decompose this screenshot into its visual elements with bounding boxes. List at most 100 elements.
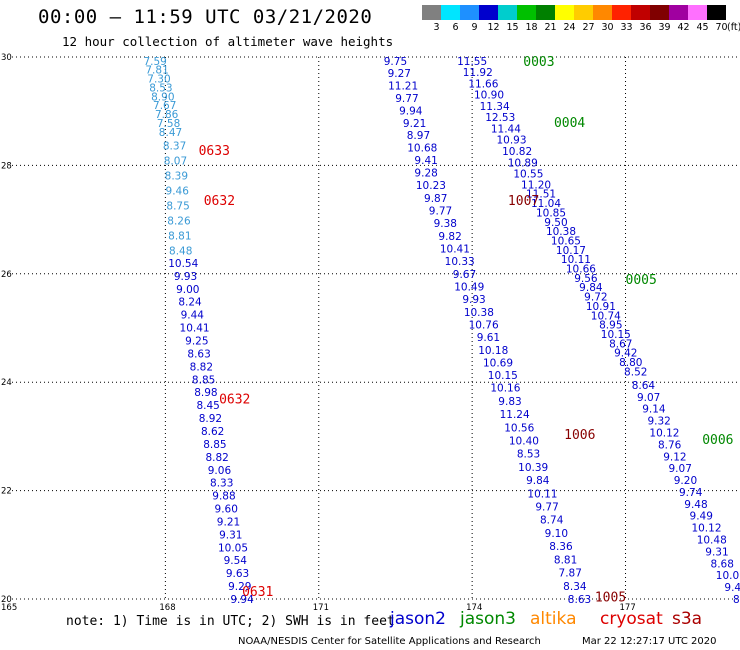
wave-height-value: 9.49 [690, 511, 713, 523]
wave-height-value: 9.82 [438, 231, 461, 243]
y-tick-label: 28 [1, 161, 12, 171]
wave-height-value: 10.16 [490, 383, 520, 395]
wave-height-value: 8.81 [168, 230, 191, 242]
wave-height-value: 10.38 [546, 226, 576, 238]
wave-height-value: 7.81 [145, 65, 168, 77]
wave-height-value: 9.77 [429, 205, 452, 217]
wave-height-value: 10.33 [445, 256, 475, 268]
wave-height-value: 10.41 [440, 243, 470, 255]
wave-height-value: 11.20 [521, 179, 551, 191]
wave-height-value: 9.31 [219, 529, 242, 541]
scale-label: 42 [677, 22, 690, 33]
wave-height-value: 10.12 [691, 523, 721, 535]
wave-height-value: 9.83 [498, 396, 521, 408]
scale-swatch [631, 5, 650, 20]
wave-height-value: 9.72 [584, 292, 607, 304]
wave-height-value: 8.39 [165, 170, 188, 182]
wave-height-value: 9.31 [705, 546, 728, 558]
wave-height-value: 9.94 [399, 105, 423, 117]
wave-height-value: 10.23 [416, 180, 446, 192]
y-tick-label: 24 [1, 378, 12, 388]
wave-height-value: 9.10 [545, 528, 568, 540]
wave-height-value: 8.68 [711, 558, 734, 570]
wave-height-value: 8.80 [619, 357, 642, 369]
wave-height-value: 8.34 [563, 581, 587, 593]
wave-height-value: 11.04 [531, 198, 561, 210]
wave-height-value: 8.98 [194, 387, 217, 399]
wave-height-value: 7.59 [143, 56, 166, 68]
wave-height-value: 10.11 [527, 488, 557, 500]
wave-height-value: 9.54 [224, 555, 248, 567]
wave-height-value: 10.55 [513, 169, 543, 181]
scale-label: 39 [658, 22, 671, 33]
scale-label: 30 [601, 22, 614, 33]
wave-height-value: 9.12 [663, 451, 686, 463]
scale-label: 36 [639, 22, 652, 33]
scale-swatch [593, 5, 612, 20]
x-tick-label: 168 [159, 603, 175, 613]
wave-height-value: 8.74 [540, 515, 564, 527]
wave-height-value: 8.47 [159, 127, 182, 139]
credit-line: NOAA/NESDIS Center for Satellite Applica… [238, 636, 541, 647]
pass-time-label: 0632 [204, 194, 235, 209]
wave-height-value: 10.54 [168, 258, 198, 270]
wave-height-value: 10.90 [474, 90, 504, 102]
wave-height-value: 8.24 [178, 297, 202, 309]
wave-height-value: 8.26 [167, 215, 191, 227]
pass-time-label: 0004 [554, 116, 585, 131]
wave-height-value: 9.61 [477, 332, 500, 344]
scale-swatch [441, 5, 460, 20]
wave-height-value: 7.58 [157, 118, 180, 130]
pass-time-label: 0633 [199, 144, 230, 159]
wave-height-value: 8.95 [599, 320, 622, 332]
wave-height-value: 10.65 [551, 235, 581, 247]
wave-height-value: 9.20 [674, 475, 697, 487]
wave-height-value: 9.48 [684, 499, 707, 511]
wave-height-value: 8.92 [199, 413, 222, 425]
wave-height-value: 8.63 [187, 348, 210, 360]
wave-height-value: 10.69 [483, 357, 513, 369]
wave-height-value: 7.30 [147, 74, 170, 86]
wave-height-value: 9.42 [614, 348, 637, 360]
wave-height-value: 8.76 [658, 439, 682, 451]
wave-height-value: 11.92 [463, 67, 493, 79]
wave-height-value: 9.07 [669, 463, 692, 475]
wave-height-value: 9.77 [535, 502, 558, 514]
wave-height-value: 8.97 [407, 130, 430, 142]
chart-subtitle: 12 hour collection of altimeter wave hei… [62, 34, 394, 49]
wave-height-value: 7.86 [155, 109, 179, 121]
pass-time-label: 1005 [595, 590, 626, 605]
generated-timestamp: Mar 22 12:27:17 UTC 2020 [582, 636, 717, 647]
wave-height-value: 9.63 [226, 568, 249, 580]
scale-swatch [688, 5, 707, 20]
wave-height-value: 8.48 [169, 245, 192, 257]
wave-height-value: 11.66 [468, 78, 498, 90]
wave-height-value: 12.53 [485, 112, 515, 124]
satellite-label-jason3: jason3 [460, 609, 516, 629]
wave-height-value: 10.0 [716, 570, 739, 582]
wave-height-value: 9.32 [647, 416, 670, 428]
y-tick-label: 22 [1, 487, 12, 497]
footer-note: note: 1) Time is in UTC; 2) SWH is in fe… [66, 614, 395, 629]
scale-swatch [555, 5, 574, 20]
wave-height-value: 8.85 [203, 439, 226, 451]
wave-height-value: 8.52 [624, 366, 647, 378]
x-tick-label: 174 [466, 603, 482, 613]
wave-height-value: 9.29 [228, 581, 251, 593]
wave-height-value: 10.17 [556, 245, 586, 257]
wave-height-value: 10.12 [649, 427, 679, 439]
scale-label: 3 [433, 22, 440, 33]
x-tick-label: 165 [1, 603, 17, 613]
scale-label: 33 [620, 22, 633, 33]
wave-height-value: 9.41 [414, 155, 437, 167]
wave-height-value: 8.53 [149, 82, 172, 94]
wave-height-value: 9.21 [217, 516, 240, 528]
pass-time-label: 0003 [523, 55, 554, 70]
wave-height-value: 9.75 [384, 56, 407, 68]
wave-height-value: 9.84 [526, 475, 550, 487]
wave-height-value: 9.21 [403, 118, 426, 130]
wave-height-value: 8.64 [632, 380, 656, 392]
wave-height-value: 9.38 [434, 218, 457, 230]
scale-swatch [498, 5, 517, 20]
wave-height-value: 8.62 [201, 426, 224, 438]
